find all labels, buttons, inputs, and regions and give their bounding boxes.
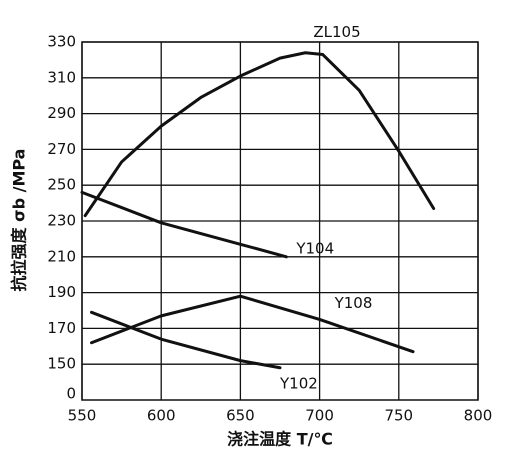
- x-tick-label: 600: [147, 407, 176, 425]
- x-tick-label: 750: [384, 407, 413, 425]
- y-tick-label: 150: [47, 355, 76, 373]
- line: [90, 310, 282, 370]
- y-tick-label: 170: [47, 319, 76, 337]
- y-tick-label: 250: [47, 176, 76, 194]
- line: [90, 294, 415, 354]
- y-tick-label: 330: [47, 33, 76, 51]
- series-label: ZL105: [313, 23, 360, 41]
- y-break-label: 0: [66, 385, 76, 403]
- y-tick-label: 290: [47, 104, 76, 122]
- x-axis-label: 浇注温度 T/℃: [227, 430, 333, 449]
- x-tick-label: 800: [464, 407, 493, 425]
- series-label: Y104: [295, 239, 334, 257]
- y-tick-label: 190: [47, 283, 76, 301]
- line: [80, 190, 288, 259]
- y-tick-label: 230: [47, 212, 76, 230]
- y-axis-label: 抗拉强度 σb /MPa: [10, 149, 29, 292]
- x-tick-label: 550: [68, 407, 97, 425]
- x-tick-label: 650: [226, 407, 255, 425]
- x-tick-label: 700: [305, 407, 334, 425]
- series-label: Y102: [279, 374, 318, 392]
- line: [83, 51, 436, 218]
- y-tick-label: 210: [47, 247, 76, 265]
- series-label: Y108: [334, 294, 373, 312]
- y-tick-label: 270: [47, 140, 76, 158]
- y-tick-label: 310: [47, 68, 76, 86]
